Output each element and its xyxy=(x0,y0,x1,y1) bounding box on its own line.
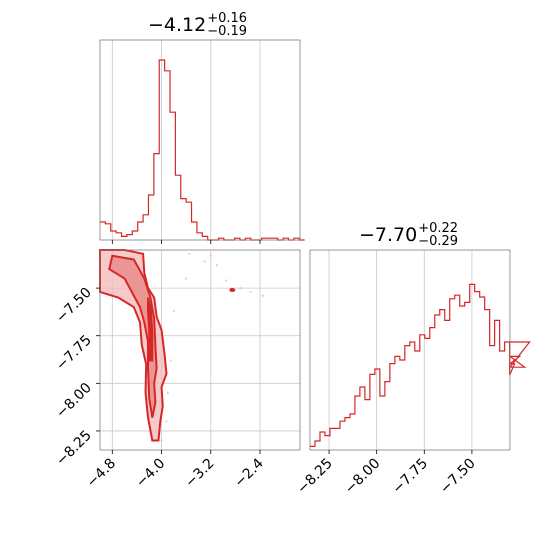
joint-scatter-point xyxy=(261,294,265,297)
joint-inner-contour xyxy=(108,254,158,418)
joint-scatter-point xyxy=(165,420,168,423)
joint-x-tick-label: −4.0 xyxy=(133,456,168,491)
joint-scatter-point xyxy=(188,252,191,255)
joint-scatter-point xyxy=(185,277,188,280)
marginal-y-tick-label: −8.25 xyxy=(294,456,336,498)
joint-y-tick-label: −8.00 xyxy=(53,380,95,422)
marginal-y-tick-label: −7.75 xyxy=(389,456,431,498)
marginal-x-histogram xyxy=(100,59,305,241)
joint-y-tick-label: −8.25 xyxy=(53,427,95,469)
joint-x-tick-label: −3.2 xyxy=(182,456,217,491)
joint-frame xyxy=(99,249,301,451)
marginal-x-title: −4.12 +0.16 −0.19 xyxy=(148,12,247,38)
joint-x-tick-label: −2.4 xyxy=(231,455,266,490)
joint-scatter-point xyxy=(215,264,219,267)
marginal-x-ticks xyxy=(111,240,261,244)
marginal-x-frame xyxy=(99,39,301,241)
joint-scatter-point xyxy=(249,290,252,294)
joint-x-tick-label: −4.8 xyxy=(84,456,119,491)
joint-scatter-point xyxy=(203,260,206,263)
joint-y-tick-label: −7.75 xyxy=(53,332,95,374)
joint-scatter-point xyxy=(209,254,212,257)
marginal-y-frame xyxy=(309,249,511,451)
joint-scatter-point xyxy=(225,279,228,282)
marginal-y-ticks: −8.25 −8.00 −7.75 −7.50 xyxy=(294,450,479,497)
marginal-y-histogram xyxy=(310,283,531,447)
joint-scatter-point xyxy=(239,286,242,290)
joint-scatter-point xyxy=(160,439,163,442)
marginal-x-grid xyxy=(111,40,261,240)
marginal-y-title-minus: −0.29 xyxy=(418,234,459,249)
marginal-y-title-value: −7.70 xyxy=(359,224,418,246)
joint-isolated-contour xyxy=(229,288,236,292)
joint-core-contour xyxy=(147,297,154,362)
marginal-x-title-minus: −0.19 xyxy=(207,24,248,39)
marginal-x-title-value: −4.12 xyxy=(148,14,207,36)
joint-scatter-point xyxy=(166,391,169,394)
marginal-y-title: −7.70 +0.22 −0.29 xyxy=(359,222,458,248)
marginal-x-title-plus: +0.16 xyxy=(207,11,248,26)
marginal-y-grid xyxy=(328,250,473,450)
joint-scatter-point xyxy=(169,359,172,362)
joint-y-tick-label: −7.50 xyxy=(53,285,95,327)
joint-scatter-point xyxy=(172,309,175,313)
marginal-y-tick-label: −7.50 xyxy=(437,456,479,498)
marginal-y-title-plus: +0.22 xyxy=(418,221,459,236)
marginal-y-tick-label: −8.00 xyxy=(342,456,384,498)
